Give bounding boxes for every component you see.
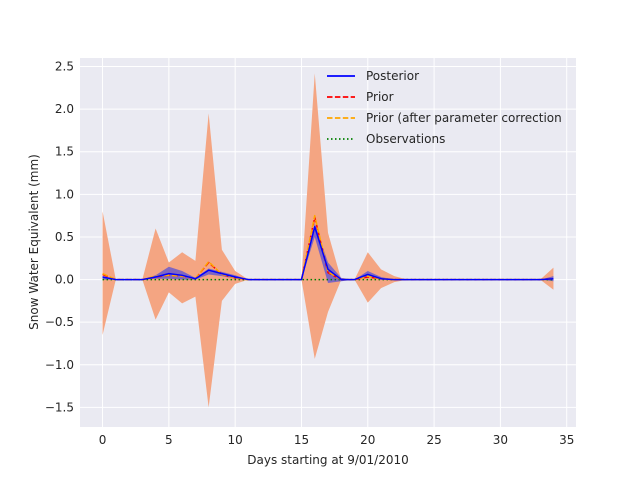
y-tick-label: 1.0 xyxy=(55,187,74,201)
y-tick-label: 2.5 xyxy=(55,60,74,74)
x-tick-labels: 0 5 10 15 20 25 30 35 xyxy=(99,433,575,447)
y-tick-label: 0.0 xyxy=(55,273,74,287)
y-tick-label: 0.5 xyxy=(55,230,74,244)
y-tick-label: −1.5 xyxy=(45,400,74,414)
prior-uncertainty-band xyxy=(102,73,554,408)
y-tick-labels: −1.5 −1.0 −0.5 0.0 0.5 1.0 1.5 2.0 2.5 xyxy=(45,60,74,415)
x-tick-label: 30 xyxy=(493,433,508,447)
x-tick-label: 20 xyxy=(360,433,375,447)
x-axis-label: Days starting at 9/01/2010 xyxy=(247,453,408,467)
series-line-posterior xyxy=(102,225,554,281)
y-tick-label: −0.5 xyxy=(45,315,74,329)
y-axis-label: Snow Water Equivalent (mm) xyxy=(27,154,41,330)
legend-entry: Prior xyxy=(366,90,394,104)
y-tick-label: 1.5 xyxy=(55,145,74,159)
grid xyxy=(80,58,576,427)
y-tick-label: 2.0 xyxy=(55,102,74,116)
legend-entry: Prior (after parameter correction xyxy=(366,111,562,125)
y-tick-label: −1.0 xyxy=(45,358,74,372)
x-tick-label: 0 xyxy=(99,433,107,447)
x-tick-label: 35 xyxy=(559,433,574,447)
legend-entry: Observations xyxy=(366,132,445,146)
series-lines xyxy=(102,214,554,281)
legend: Posterior Prior Prior (after parameter cor… xyxy=(327,69,562,146)
x-tick-label: 10 xyxy=(228,433,243,447)
x-tick-label: 5 xyxy=(165,433,173,447)
x-tick-label: 15 xyxy=(294,433,309,447)
x-tick-label: 25 xyxy=(426,433,441,447)
legend-entry: Posterior xyxy=(366,69,419,83)
